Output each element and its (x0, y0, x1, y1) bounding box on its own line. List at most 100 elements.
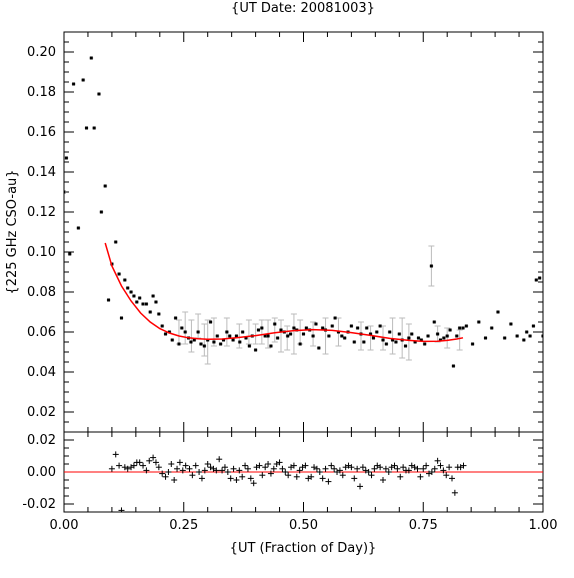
top-panel-frame (63, 31, 544, 433)
residual-point (365, 469, 372, 475)
residual-point (377, 464, 384, 471)
residual-point (118, 507, 125, 512)
residual-point (239, 473, 246, 480)
data-point (269, 344, 273, 348)
data-point (97, 92, 101, 96)
data-point (458, 326, 462, 330)
residual-point (319, 475, 326, 482)
data-point (538, 276, 542, 280)
data-point (135, 300, 139, 304)
residual-point (296, 467, 303, 474)
x-tick-label: 0.50 (289, 518, 318, 533)
residual-point (219, 467, 226, 474)
data-point (429, 264, 433, 268)
data-point (64, 156, 68, 160)
data-point (321, 326, 325, 330)
data-point (541, 334, 543, 338)
data-point (132, 294, 136, 298)
residual-point (130, 462, 137, 469)
x-tick-label: 0.00 (50, 518, 79, 533)
residual-point (417, 473, 424, 480)
residual-point (204, 461, 211, 467)
error-bar (277, 319, 284, 353)
data-point (503, 336, 507, 340)
data-point (225, 330, 229, 334)
residual-point (357, 483, 364, 490)
data-point (170, 338, 174, 342)
data-point (381, 338, 385, 342)
residual-point (256, 462, 263, 469)
error-bar (182, 311, 189, 345)
error-bar (389, 317, 396, 355)
error-bar (405, 323, 412, 361)
data-point (114, 240, 118, 244)
data-point (464, 324, 468, 328)
y-tick-label: 0.08 (27, 285, 56, 300)
data-point (311, 334, 315, 338)
data-point (378, 324, 382, 328)
data-point (352, 340, 356, 344)
residual-point (316, 469, 323, 475)
residual-point (162, 473, 169, 480)
data-point (388, 330, 392, 334)
residual-point (405, 467, 412, 474)
error-bar (357, 321, 364, 351)
data-point (144, 302, 148, 306)
residual-point (460, 462, 467, 469)
residual-point (216, 456, 223, 463)
data-point (81, 78, 85, 82)
data-point (266, 334, 270, 338)
residual-point (380, 477, 387, 483)
data-point (241, 330, 245, 334)
data-point (119, 316, 123, 320)
residual-point (236, 467, 243, 474)
data-point (340, 334, 344, 338)
residual-point (293, 473, 300, 480)
data-point (455, 334, 459, 338)
residual-point (171, 477, 178, 483)
residual-point (196, 469, 203, 475)
residual-point (165, 469, 172, 475)
data-point (509, 322, 513, 326)
error-bar (252, 323, 259, 345)
data-point (365, 326, 369, 330)
residual-point (244, 465, 251, 472)
residual-point (420, 465, 427, 472)
data-point (247, 344, 251, 348)
data-point (438, 338, 442, 342)
residual-point (282, 469, 289, 475)
data-point (333, 316, 337, 320)
y-tick-label: 0.04 (27, 365, 56, 380)
data-point (419, 338, 423, 342)
data-point (177, 342, 181, 346)
error-bar (201, 323, 208, 357)
data-point (369, 332, 373, 336)
residual-point (371, 465, 378, 472)
error-bar (367, 325, 374, 351)
data-point (528, 334, 532, 338)
data-point (234, 334, 238, 338)
data-point (174, 316, 178, 320)
data-point (375, 330, 379, 334)
data-point (522, 338, 526, 342)
residual-point (351, 475, 358, 482)
residual-point (302, 462, 309, 469)
residual-point (308, 473, 315, 480)
error-bar (297, 319, 304, 345)
residual-point (265, 461, 272, 467)
data-point (103, 184, 107, 188)
error-bar (284, 325, 291, 351)
data-point (304, 326, 308, 330)
data-point (148, 310, 152, 314)
residual-point (176, 459, 183, 466)
data-point (477, 320, 481, 324)
residual-point (189, 472, 196, 479)
data-point (314, 322, 318, 326)
y-tick-label: 0.12 (27, 205, 56, 220)
data-point (432, 320, 436, 324)
data-point (209, 320, 213, 324)
residual-point (331, 465, 338, 472)
data-point (343, 336, 347, 340)
data-point (244, 336, 248, 340)
